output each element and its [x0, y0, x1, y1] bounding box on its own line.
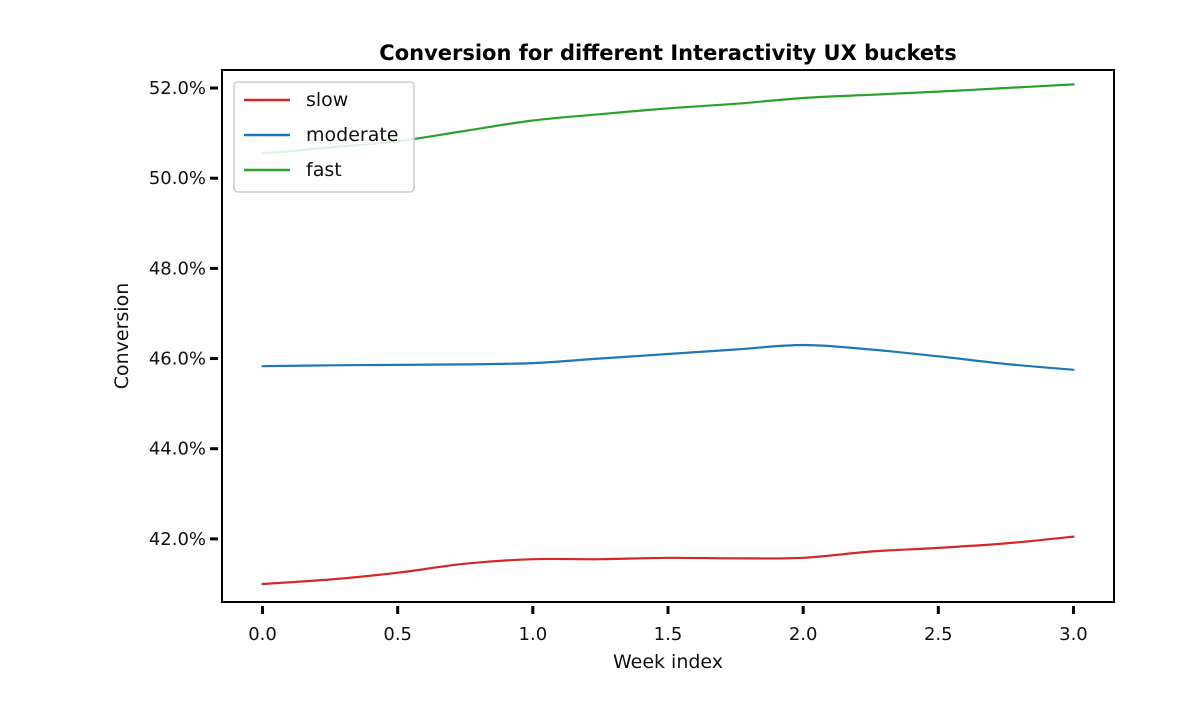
x-tick-label: 0.5 [383, 624, 412, 645]
x-tick-label: 3.0 [1059, 624, 1088, 645]
legend-box [233, 81, 415, 193]
x-tick-label: 2.5 [924, 624, 953, 645]
x-tick-label: 1.0 [519, 624, 548, 645]
x-tick-label: 0.0 [248, 624, 277, 645]
x-axis-label: Week index [613, 651, 723, 673]
y-tick-label: 52.0% [149, 78, 206, 99]
y-tick-label: 50.0% [149, 168, 206, 189]
legend-label-moderate: moderate [306, 124, 398, 146]
y-tick-label: 42.0% [149, 529, 206, 550]
y-tick-label: 46.0% [149, 349, 206, 370]
plot-area [221, 69, 1115, 603]
y-axis-label: Conversion [111, 283, 133, 390]
legend-label-fast: fast [306, 159, 342, 181]
y-tick-label: 48.0% [149, 258, 206, 279]
x-axis: 0.0 0.5 1.0 1.5 2.0 2.5 3.0 [248, 606, 1088, 645]
chart-title: Conversion for different Interactivity U… [379, 41, 956, 65]
legend-label-slow: slow [306, 89, 348, 111]
x-tick-label: 2.0 [789, 624, 818, 645]
series-line-moderate [261, 343, 1075, 371]
legend: slow moderate fast [233, 81, 415, 193]
x-tick-label: 1.5 [654, 624, 683, 645]
series-line-slow [261, 535, 1075, 586]
y-tick-label: 44.0% [149, 439, 206, 460]
y-axis: 42.0% 44.0% 46.0% 48.0% 50.0% 52.0% [149, 78, 218, 550]
